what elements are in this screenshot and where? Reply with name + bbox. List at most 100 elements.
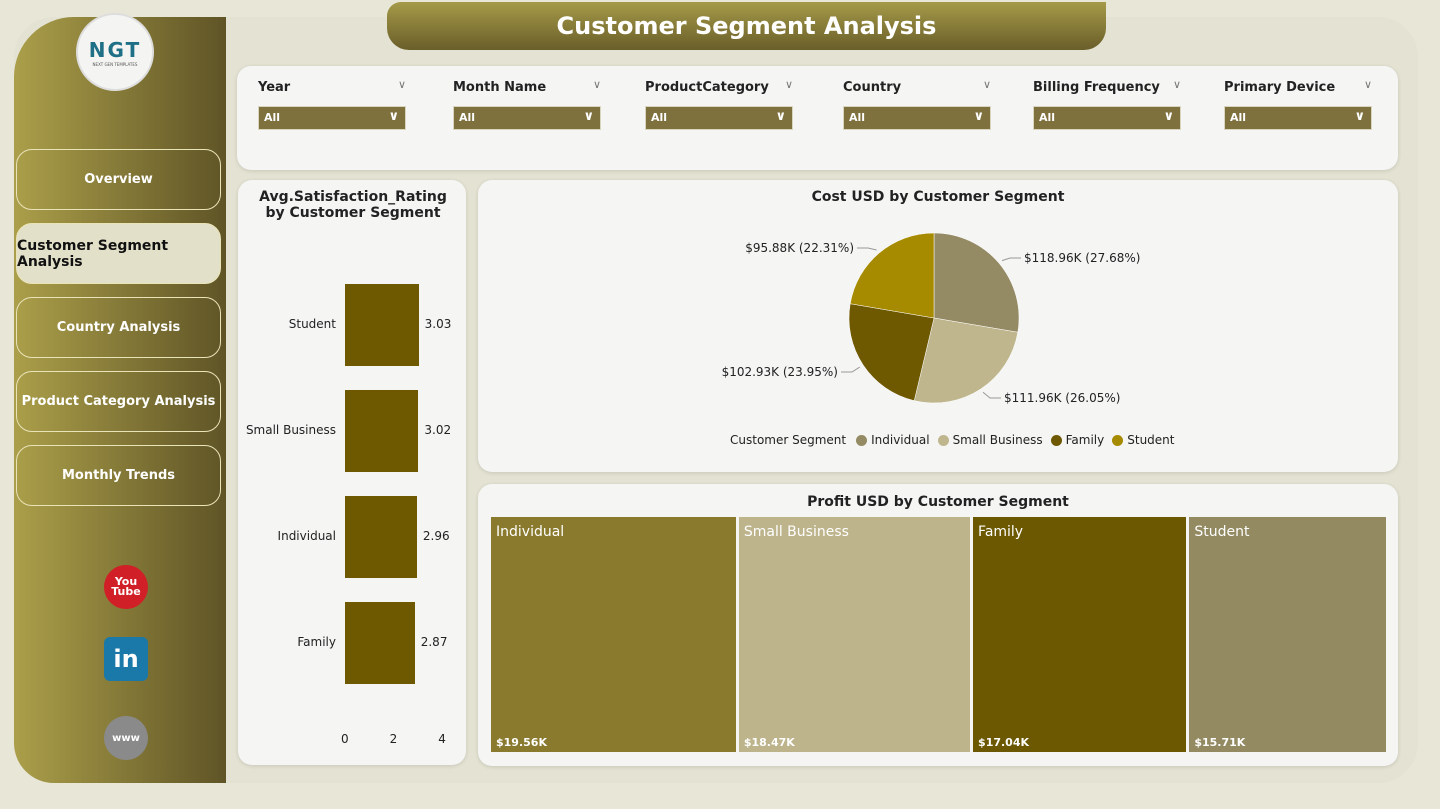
treemap-tile-small-business: Small Business $18.47K <box>738 517 971 752</box>
filter-dropdown[interactable]: All ∨ <box>843 106 991 130</box>
filter-billing-frequency: Billing Frequency ∨ All ∨ <box>1033 78 1181 130</box>
treemap-value-label: $17.04K <box>978 736 1030 749</box>
nav-overview[interactable]: Overview <box>16 149 221 210</box>
legend-item[interactable]: Small Business <box>952 433 1043 447</box>
filter-dropdown[interactable]: All ∨ <box>645 106 793 130</box>
filter-value: All <box>459 111 476 124</box>
filter-label-text: Primary Device <box>1224 80 1336 95</box>
treemap-value-label: $19.56K <box>496 736 547 749</box>
bar <box>345 602 415 684</box>
x-tick-label: 4 <box>438 732 446 746</box>
filter-value: All <box>264 111 281 124</box>
chevron-down-icon: ∨ <box>583 109 594 124</box>
pie-slice-individual <box>933 232 1020 333</box>
bar-value-label: 3.02 <box>424 423 452 437</box>
treemap-tile-individual: Individual $19.56K <box>491 517 736 752</box>
filter-month-name: Month Name ∨ All ∨ <box>453 78 601 130</box>
legend-item[interactable]: Student <box>1127 433 1175 447</box>
filter-value: All <box>651 111 668 124</box>
chevron-down-icon: ∨ <box>973 109 984 124</box>
leader-line <box>1001 257 1021 262</box>
pie-data-label: $111.96K (26.05%) <box>1004 391 1120 405</box>
filter-primary-device: Primary Device ∨ All ∨ <box>1224 78 1372 130</box>
filter-label-text: Country <box>843 80 902 95</box>
filter-label: Primary Device ∨ <box>1224 78 1372 100</box>
chevron-down-icon[interactable]: ∨ <box>397 78 406 91</box>
filter-country: Country ∨ All ∨ <box>843 78 991 130</box>
chevron-down-icon: ∨ <box>1163 109 1174 124</box>
chevron-down-icon: ∨ <box>388 109 399 124</box>
treemap-category-label: Small Business <box>743 524 849 540</box>
legend-dot <box>1050 434 1062 446</box>
nav-customer-segment-analysis[interactable]: Customer Segment Analysis <box>16 223 221 284</box>
pie-data-label: $118.96K (27.68%) <box>1024 251 1140 265</box>
chevron-down-icon[interactable]: ∨ <box>982 78 991 91</box>
filter-value: All <box>849 111 866 124</box>
pie-data-label: $102.93K (23.95%) <box>722 365 838 379</box>
filter-dropdown[interactable]: All ∨ <box>1224 106 1372 130</box>
treemap-category-label: Family <box>978 524 1024 540</box>
legend-dot <box>856 434 868 446</box>
bar <box>345 284 419 366</box>
treemap-category-label: Individual <box>496 524 565 540</box>
filter-dropdown[interactable]: All ∨ <box>258 106 406 130</box>
filter-label-text: Billing Frequency <box>1033 80 1160 95</box>
chevron-down-icon: ∨ <box>775 109 786 124</box>
filter-label: Billing Frequency ∨ <box>1033 78 1181 100</box>
profit-treemap: Individual $19.56K Small Business $18.47K Fa… <box>491 517 1386 752</box>
chevron-down-icon[interactable]: ∨ <box>1363 78 1372 91</box>
filter-productcategory: ProductCategory ∨ All ∨ <box>645 78 793 130</box>
nav-monthly-trends[interactable]: Monthly Trends <box>16 445 221 506</box>
bar-category-label: Small Business <box>245 423 336 437</box>
pie-slice-student <box>849 232 935 319</box>
filter-label: Month Name ∨ <box>453 78 601 100</box>
chevron-down-icon[interactable]: ∨ <box>1172 78 1181 91</box>
bar-value-label: 2.87 <box>420 635 448 649</box>
filter-value: All <box>1230 111 1247 124</box>
filter-dropdown[interactable]: All ∨ <box>453 106 601 130</box>
globe-icon[interactable]: www <box>104 716 148 760</box>
filter-dropdown[interactable]: All ∨ <box>1033 106 1181 130</box>
filter-label-text: Month Name <box>453 80 547 95</box>
filter-label: ProductCategory ∨ <box>645 78 793 100</box>
legend-title: Customer Segment <box>730 433 847 447</box>
bar <box>345 390 419 472</box>
legend-item[interactable]: Family <box>1065 433 1105 447</box>
legend-dot <box>1112 434 1124 446</box>
cost-pie-title: Cost USD by Customer Segment <box>811 189 1065 205</box>
chevron-down-icon[interactable]: ∨ <box>784 78 793 91</box>
cost-pie-chart: $118.96K (27.68%) $111.96K (26.05%) $102.9… <box>722 232 1140 405</box>
filter-label: Year ∨ <box>258 78 406 100</box>
linkedin-icon[interactable]: in <box>104 637 148 681</box>
bar-category-label: Individual <box>277 529 336 543</box>
bar-value-label: 3.03 <box>424 317 452 331</box>
leader-line <box>841 366 860 373</box>
logo: NGT NEXT GEN TEMPLATES <box>76 13 154 91</box>
leader-line <box>982 391 1001 399</box>
bar-category-label: Family <box>297 635 336 649</box>
nav-country-analysis[interactable]: Country Analysis <box>16 297 221 358</box>
treemap-value-label: $18.47K <box>743 736 795 749</box>
treemap-tile-student: Student $15.71K <box>1189 517 1386 752</box>
x-tick-label: 2 <box>389 732 398 746</box>
filter-panel <box>237 66 1398 170</box>
legend-item[interactable]: Individual <box>871 433 930 447</box>
filter-label-text: Year <box>258 80 291 95</box>
chevron-down-icon[interactable]: ∨ <box>592 78 601 91</box>
treemap-tile-family: Family $17.04K <box>973 517 1187 752</box>
x-tick-label: 0 <box>341 732 349 746</box>
bar-category-label: Student <box>288 317 336 331</box>
chevron-down-icon: ∨ <box>1354 109 1365 124</box>
filter-label-text: ProductCategory <box>645 80 769 95</box>
pie-slice-family <box>848 303 935 401</box>
pie-legend: Customer Segment Individual Small Business… <box>730 433 1179 447</box>
page-title: Customer Segment Analysis <box>387 2 1106 50</box>
profit-treemap-title: Profit USD by Customer Segment <box>807 494 1069 510</box>
bar <box>345 496 417 578</box>
treemap-value-label: $15.71K <box>1194 736 1246 749</box>
filter-label: Country ∨ <box>843 78 991 100</box>
filter-year: Year ∨ All ∨ <box>258 78 406 130</box>
treemap-category-label: Student <box>1194 524 1250 540</box>
nav-product-category-analysis[interactable]: Product Category Analysis <box>16 371 221 432</box>
youtube-icon[interactable]: You Tube <box>104 565 148 609</box>
